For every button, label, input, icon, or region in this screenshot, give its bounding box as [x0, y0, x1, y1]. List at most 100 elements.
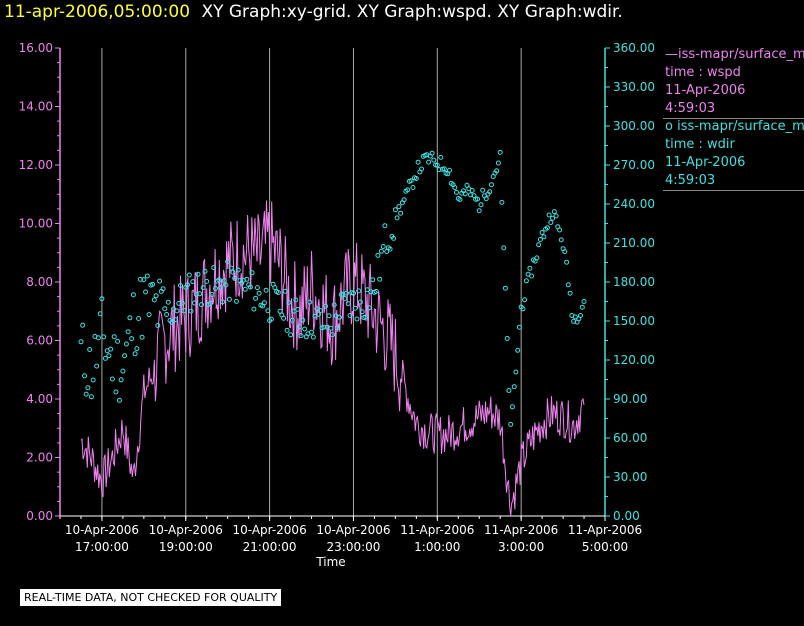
wdir-point: [296, 324, 302, 330]
wdir-point: [109, 376, 115, 382]
wdir-point: [150, 281, 156, 287]
wdir-point: [134, 346, 140, 352]
wdir-point: [233, 298, 239, 304]
y-left-tick-label: 2.00: [26, 451, 53, 465]
wdir-point: [323, 303, 328, 309]
wdir-point: [335, 325, 341, 331]
x-tick-label-time: 23:00:00: [327, 540, 381, 554]
wdir-point: [469, 188, 475, 193]
wdir-point: [102, 355, 108, 361]
wdir-point: [452, 185, 458, 190]
wdir-point: [354, 316, 360, 322]
y-right-tick-label: 180.00: [613, 275, 655, 289]
wdir-point: [307, 299, 313, 305]
wdir-point: [151, 297, 157, 303]
wdir-point: [120, 368, 126, 374]
wdir-point: [483, 196, 489, 202]
y-left-tick-label: 6.00: [26, 334, 53, 348]
wdir-point: [137, 276, 143, 282]
wdir-point: [85, 385, 91, 391]
wdir-point: [536, 242, 542, 248]
wdir-point: [300, 317, 306, 323]
wdir-point: [537, 237, 543, 242]
wdir-point: [387, 246, 393, 252]
wdir-point: [548, 220, 554, 225]
wdir-point: [165, 299, 171, 305]
wdir-point: [565, 282, 571, 288]
wdir-point: [578, 313, 583, 318]
wdir-point: [476, 208, 482, 214]
wdir-point: [462, 191, 468, 197]
wdir-point: [520, 306, 526, 312]
wdir-point: [178, 283, 183, 288]
wdir-point: [457, 197, 463, 202]
x-tick-label-time: 5:00:00: [582, 540, 628, 554]
wdir-point: [380, 244, 386, 249]
wdir-point: [288, 332, 294, 338]
wdir-point: [88, 394, 94, 400]
wdir-point: [331, 302, 337, 308]
x-tick-label-date: 11-Apr-2006: [400, 523, 474, 537]
wdir-point: [429, 150, 435, 156]
wdir-point: [410, 185, 416, 190]
wdir-point: [378, 248, 384, 254]
wspd-line: [80, 200, 585, 517]
x-tick-label-date: 11-Apr-2006: [568, 523, 642, 537]
wdir-point: [415, 159, 421, 165]
wdir-point: [419, 166, 425, 172]
wdir-point: [478, 202, 484, 208]
wdir-point: [282, 288, 288, 294]
wdir-point: [155, 323, 161, 328]
wdir-point: [242, 286, 248, 292]
wdir-point: [487, 189, 493, 195]
y-right-tick-label: 30.00: [613, 470, 647, 484]
wdir-point: [502, 285, 508, 291]
wdir-point: [186, 272, 192, 278]
wdir-point: [82, 373, 87, 379]
wdir-series: [78, 149, 587, 427]
wdir-point: [289, 317, 295, 323]
wdir-point: [97, 311, 103, 317]
wdir-point: [247, 284, 253, 290]
y-left-tick-label: 14.00: [19, 100, 53, 114]
wdir-point: [356, 288, 362, 294]
y-left-tick-label: 0.00: [26, 509, 53, 523]
wdir-point: [235, 267, 241, 273]
wdir-point: [221, 278, 227, 284]
wdir-point: [200, 285, 206, 291]
wdir-point: [127, 315, 133, 321]
wdir-point: [125, 329, 131, 335]
wdir-point: [398, 210, 404, 216]
y-right-tick-label: 90.00: [613, 392, 647, 406]
wdir-point: [78, 339, 84, 345]
wdir-point: [136, 316, 142, 321]
wdir-point: [454, 189, 459, 195]
wdir-point: [499, 199, 505, 205]
y-left-tick-label: 4.00: [26, 392, 53, 406]
wdir-point: [130, 292, 136, 298]
wdir-point: [541, 234, 547, 240]
wdir-point: [581, 299, 587, 304]
y-left-tick-label: 8.00: [26, 275, 53, 289]
title-bar: 11-apr-2006,05:00:00 XY Graph:xy-grid. X…: [4, 0, 623, 24]
wdir-point: [118, 377, 124, 383]
wdir-point: [562, 249, 568, 255]
wdir-point: [441, 166, 447, 172]
wdir-point: [188, 308, 194, 314]
wdir-point: [344, 290, 349, 296]
wdir-point: [579, 304, 585, 310]
wdir-point: [95, 335, 101, 341]
wdir-point: [204, 278, 210, 284]
wdir-point: [90, 377, 96, 383]
wdir-point: [115, 338, 121, 344]
legend-wdir-series: o iss-mapr/surface_m: [665, 119, 804, 134]
wdir-point: [509, 404, 515, 410]
legend-wspd-date: 11-Apr-2006: [665, 83, 746, 98]
y-right-tick-label: 240.00: [613, 197, 655, 211]
legend-wdir: o iss-mapr/surface_m time : wdir 11-Apr-…: [665, 118, 804, 190]
wdir-point: [99, 296, 105, 302]
wdir-point: [249, 270, 255, 276]
wdir-point: [179, 300, 185, 306]
timestamp: 11-apr-2006,05:00:00: [4, 2, 191, 22]
wdir-point: [129, 336, 135, 342]
